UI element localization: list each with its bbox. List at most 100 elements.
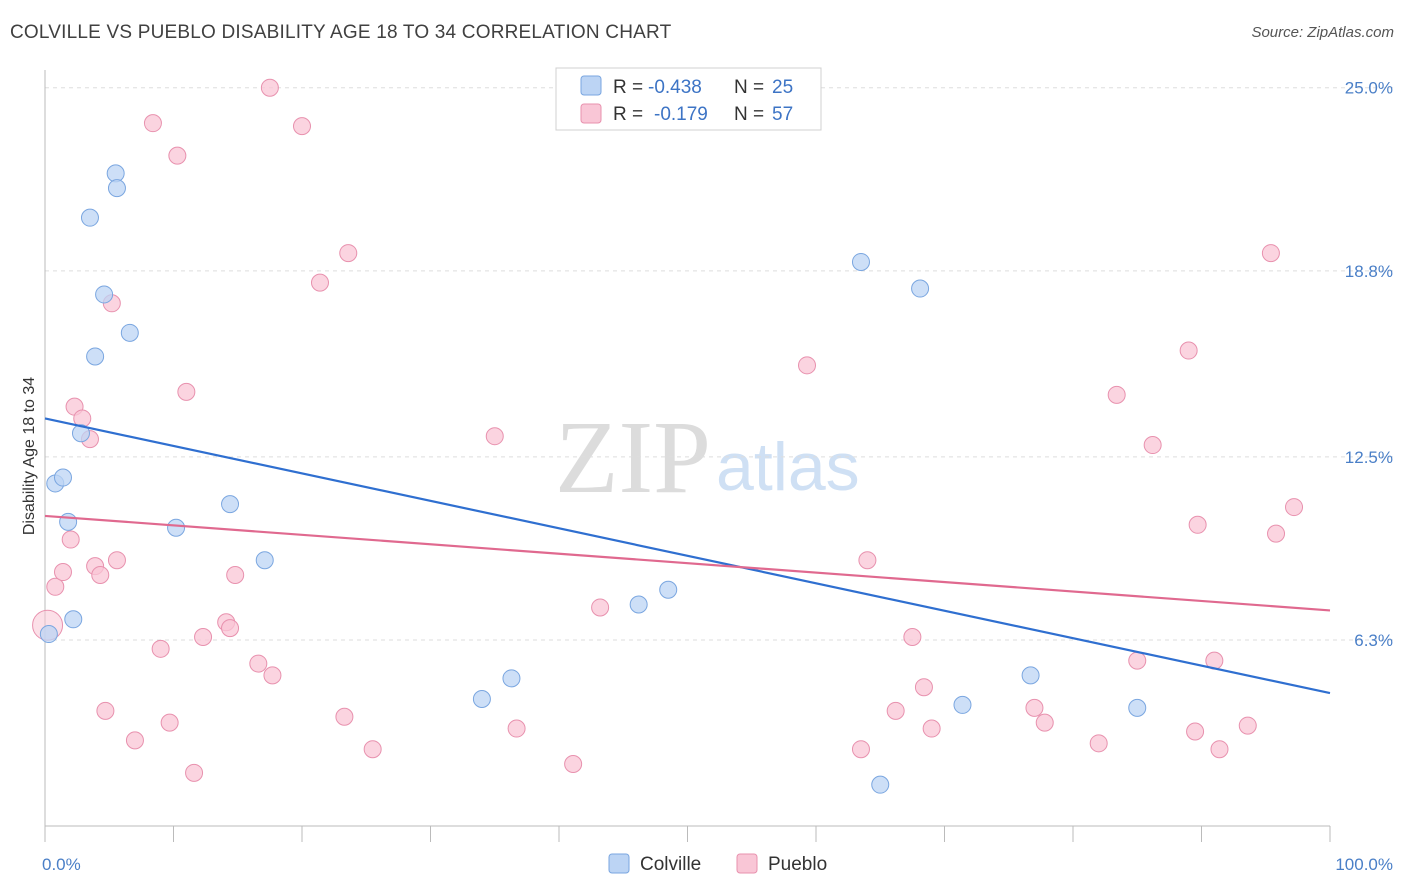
y-tick-label-3: 25.0% xyxy=(1345,79,1393,98)
point-pueblo-2 xyxy=(53,563,72,582)
legend-r-label-pueblo: R = xyxy=(613,104,643,125)
point-colville-12 xyxy=(167,518,186,537)
y-tick-label-0: 6.3% xyxy=(1354,631,1393,650)
point-pueblo-27 xyxy=(310,273,329,292)
point-pueblo-19 xyxy=(194,628,213,646)
series-legend-swatch-colville xyxy=(608,853,630,874)
point-pueblo-49 xyxy=(1188,515,1207,534)
point-colville-17 xyxy=(629,595,648,614)
point-pueblo-15 xyxy=(160,713,179,732)
point-colville-22 xyxy=(953,695,972,714)
point-pueblo-35 xyxy=(798,356,817,375)
point-pueblo-25 xyxy=(260,78,279,97)
point-pueblo-11 xyxy=(107,551,126,570)
legend-n-value-pueblo: 57 xyxy=(772,104,793,125)
point-pueblo-29 xyxy=(339,244,358,263)
y-axis-label: Disability Age 18 to 34 xyxy=(21,377,38,535)
legend-r-label-colville: R = xyxy=(613,77,643,98)
correlation-legend: R = -0.438 N = 25 R = -0.179 N = 57 xyxy=(555,67,822,131)
legend-r-value-colville: -0.438 xyxy=(648,77,702,98)
point-pueblo-39 xyxy=(903,628,922,646)
point-pueblo-37 xyxy=(858,551,877,570)
point-pueblo-21 xyxy=(221,619,240,638)
point-colville-10 xyxy=(107,179,126,198)
point-colville-7 xyxy=(86,347,105,366)
point-colville-3 xyxy=(59,512,78,531)
point-pueblo-53 xyxy=(1238,716,1257,735)
point-colville-15 xyxy=(472,690,491,709)
point-colville-13 xyxy=(221,495,240,514)
point-colville-21 xyxy=(911,279,930,298)
trend-lines xyxy=(44,417,1331,695)
watermark-atlas: atlas xyxy=(716,429,860,505)
point-colville-11 xyxy=(120,323,139,342)
data-points xyxy=(32,78,1304,794)
y-tick-label-2: 18.8% xyxy=(1345,262,1393,281)
point-pueblo-16 xyxy=(168,146,187,165)
point-pueblo-46 xyxy=(1128,651,1147,670)
point-pueblo-22 xyxy=(226,565,245,584)
trend-line-pueblo xyxy=(44,514,1331,612)
point-pueblo-36 xyxy=(851,740,870,759)
point-pueblo-33 xyxy=(564,754,583,773)
point-pueblo-3 xyxy=(61,530,80,549)
point-pueblo-12 xyxy=(125,731,144,750)
series-legend: Colville Pueblo xyxy=(608,853,827,875)
point-pueblo-52 xyxy=(1210,740,1229,759)
point-pueblo-9 xyxy=(96,701,115,720)
point-pueblo-18 xyxy=(185,763,204,782)
point-colville-16 xyxy=(502,669,521,688)
legend-swatch-colville xyxy=(580,75,602,96)
point-pueblo-1 xyxy=(46,577,65,596)
point-pueblo-30 xyxy=(363,740,382,759)
point-pueblo-31 xyxy=(485,427,504,446)
point-pueblo-50 xyxy=(1186,722,1205,741)
point-colville-5 xyxy=(71,424,90,443)
point-colville-24 xyxy=(1128,698,1147,717)
point-pueblo-26 xyxy=(293,117,311,136)
chart-title: COLVILLE VS PUEBLO DISABILITY AGE 18 TO … xyxy=(10,22,672,43)
point-pueblo-41 xyxy=(922,719,941,738)
point-colville-2 xyxy=(53,468,72,487)
point-pueblo-8 xyxy=(91,565,110,584)
point-pueblo-44 xyxy=(1089,734,1108,753)
legend-n-value-colville: 25 xyxy=(772,77,793,98)
point-pueblo-34 xyxy=(591,598,610,617)
trend-line-colville xyxy=(44,417,1331,695)
point-colville-0 xyxy=(39,625,58,644)
point-pueblo-56 xyxy=(1285,498,1304,517)
y-tick-labels: 6.3% 12.5% 18.8% 25.0% xyxy=(1345,79,1393,650)
point-colville-4 xyxy=(64,610,83,629)
point-colville-14 xyxy=(255,551,274,570)
legend-swatch-pueblo xyxy=(580,103,602,124)
point-pueblo-42 xyxy=(1025,698,1044,717)
point-pueblo-17 xyxy=(177,382,196,401)
point-pueblo-32 xyxy=(507,719,526,738)
point-pueblo-55 xyxy=(1267,524,1286,543)
point-colville-23 xyxy=(1021,666,1040,685)
point-colville-20 xyxy=(871,775,890,794)
point-colville-18 xyxy=(659,580,678,599)
point-pueblo-28 xyxy=(335,707,354,726)
watermark: ZIP atlas xyxy=(555,400,860,515)
point-colville-19 xyxy=(851,252,870,271)
point-pueblo-43 xyxy=(1035,713,1054,732)
gridlines xyxy=(45,87,1394,641)
x-tick-label-1: 100.0% xyxy=(1335,855,1393,874)
source-label: Source: ZipAtlas.com xyxy=(1251,24,1394,41)
point-pueblo-45 xyxy=(1107,385,1126,404)
point-pueblo-13 xyxy=(143,114,162,133)
legend-n-label-colville: N = xyxy=(734,77,764,98)
y-tick-label-1: 12.5% xyxy=(1345,448,1393,467)
point-pueblo-14 xyxy=(151,639,170,658)
series-legend-label-colville: Colville xyxy=(640,854,701,875)
series-legend-label-pueblo: Pueblo xyxy=(768,854,827,875)
point-pueblo-54 xyxy=(1261,244,1280,263)
x-tick-labels: 0.0% 100.0% xyxy=(42,855,1393,874)
x-tick-label-0: 0.0% xyxy=(42,855,81,874)
legend-r-value-pueblo: -0.179 xyxy=(654,104,708,125)
point-pueblo-23 xyxy=(249,654,268,673)
point-pueblo-24 xyxy=(263,666,282,685)
watermark-zip: ZIP xyxy=(555,400,711,515)
